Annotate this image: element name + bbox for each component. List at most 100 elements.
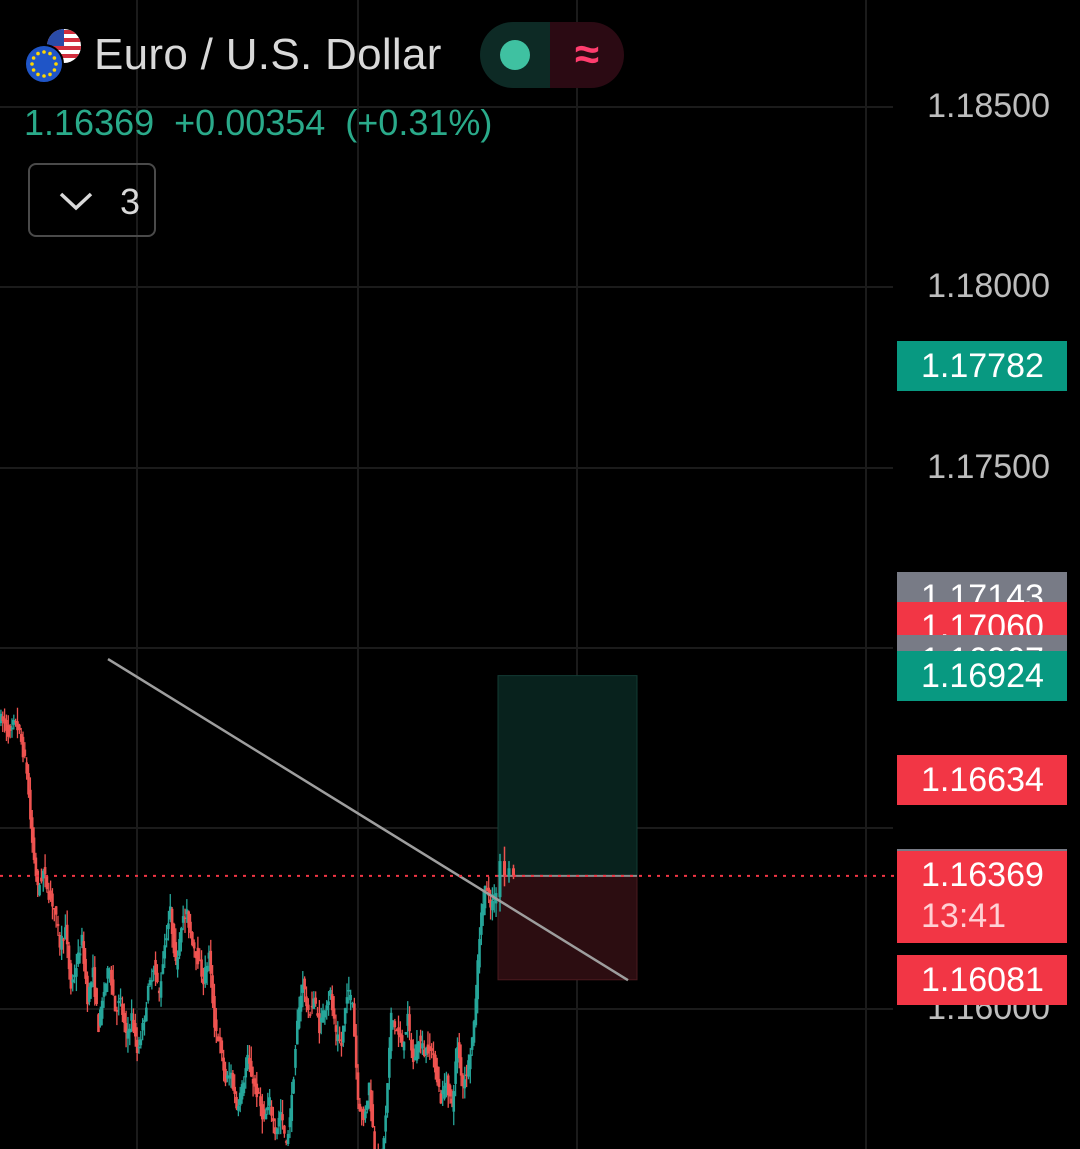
candle-body xyxy=(295,1020,299,1045)
candle-body xyxy=(43,867,47,875)
candle-body xyxy=(12,720,16,725)
candle-body xyxy=(207,952,211,959)
candle-body xyxy=(36,870,40,886)
candle-body xyxy=(507,868,511,876)
eur-usd-flags-icon xyxy=(24,29,81,84)
candle-body xyxy=(408,1014,411,1032)
candle-body xyxy=(489,899,492,908)
candle-body xyxy=(400,1035,404,1047)
candle-body xyxy=(99,1009,102,1026)
candle-body xyxy=(122,1012,126,1024)
candle-body xyxy=(214,1019,218,1032)
candle-body xyxy=(172,923,176,954)
candle-body xyxy=(329,989,332,996)
candle-body xyxy=(456,1047,459,1063)
candle-body xyxy=(133,1022,137,1037)
candle-body xyxy=(150,980,154,982)
candle-body xyxy=(220,1040,224,1054)
candle-body xyxy=(288,1117,292,1128)
candle-body xyxy=(65,924,69,945)
candle-body xyxy=(272,1118,275,1122)
candle-body xyxy=(264,1113,268,1120)
candle-body xyxy=(16,721,19,731)
candle-body xyxy=(266,1106,270,1111)
candle-body xyxy=(251,1078,255,1084)
candle-body xyxy=(388,1047,391,1078)
candle-body xyxy=(397,1027,400,1035)
candle-body xyxy=(297,1007,301,1029)
candle-body xyxy=(58,934,62,948)
candle-body xyxy=(168,906,172,920)
candle-body xyxy=(180,928,183,943)
candle-body xyxy=(176,957,179,970)
candle-body xyxy=(54,906,58,915)
chevron-down-icon xyxy=(59,192,93,211)
candle-body xyxy=(23,749,27,756)
candle-body xyxy=(472,1021,476,1043)
candle-body xyxy=(332,1008,336,1019)
position-target-zone[interactable] xyxy=(497,675,638,877)
price-tag: 1.16924 xyxy=(897,650,1067,701)
position-stop-zone[interactable] xyxy=(497,875,638,981)
candle-body xyxy=(327,1001,330,1006)
axis-tick-label: 1.18500 xyxy=(927,87,1050,125)
candle-body xyxy=(275,1128,279,1134)
long-position-tool[interactable] xyxy=(497,675,638,981)
candle-body xyxy=(294,1048,297,1068)
candle-body xyxy=(474,998,478,1026)
candle-body xyxy=(34,857,38,877)
candle-body xyxy=(40,877,43,882)
candle-body xyxy=(459,1057,463,1076)
candle-body xyxy=(202,978,205,985)
candle-body xyxy=(465,1074,468,1077)
price-tag-value: 1.16634 xyxy=(921,761,1044,800)
price-tag-value: 1.16081 xyxy=(921,960,1044,999)
candle-body xyxy=(51,893,54,907)
candle-body xyxy=(343,1008,347,1024)
candle-body xyxy=(299,995,303,1012)
candle-body xyxy=(369,1089,373,1112)
candle-body xyxy=(227,1075,231,1078)
candle-body xyxy=(82,941,86,964)
candle-body xyxy=(354,1035,358,1068)
candle-body xyxy=(198,959,202,962)
candle-body xyxy=(183,917,187,920)
candle-body xyxy=(117,1000,121,1004)
candle-body xyxy=(270,1106,273,1116)
candle-body xyxy=(242,1082,246,1094)
candle-body xyxy=(41,870,45,879)
candle-body xyxy=(393,1021,397,1028)
indicators-collapse-button[interactable]: 3 xyxy=(28,163,156,237)
candle-body xyxy=(273,1127,277,1135)
price-tag: 1.17782 xyxy=(897,341,1067,392)
candle-body xyxy=(222,1057,225,1071)
candle-body xyxy=(6,725,10,737)
candle-body xyxy=(14,720,17,723)
candle-body xyxy=(478,939,481,968)
candle-body xyxy=(216,1036,220,1042)
symbol-title[interactable]: Euro / U.S. Dollar xyxy=(94,30,442,79)
candle-body xyxy=(121,1003,124,1015)
candle-body xyxy=(237,1106,240,1111)
candlestick-series xyxy=(0,707,515,1149)
market-status-pill[interactable]: ≈ xyxy=(480,22,624,88)
candle-body xyxy=(411,1048,415,1062)
candle-body xyxy=(203,967,207,984)
candle-body xyxy=(391,1020,395,1023)
candle-body xyxy=(205,965,209,973)
candle-body xyxy=(485,888,489,891)
symbol-header: Euro / U.S. Dollar ≈ 1.16369 +0.00354 (+0.… xyxy=(0,0,1080,260)
price-change-percent: (+0.31%) xyxy=(345,102,493,143)
candle-body xyxy=(448,1085,452,1097)
candle-body xyxy=(432,1053,435,1055)
candle-body xyxy=(415,1044,419,1061)
candle-body xyxy=(292,1079,295,1094)
candle-body xyxy=(0,713,3,724)
candle-body xyxy=(253,1078,257,1087)
candle-body xyxy=(330,993,334,1011)
candle-body xyxy=(406,1013,410,1026)
candle-body xyxy=(410,1039,413,1051)
candle-body xyxy=(338,1039,341,1041)
trendline[interactable] xyxy=(107,657,629,982)
